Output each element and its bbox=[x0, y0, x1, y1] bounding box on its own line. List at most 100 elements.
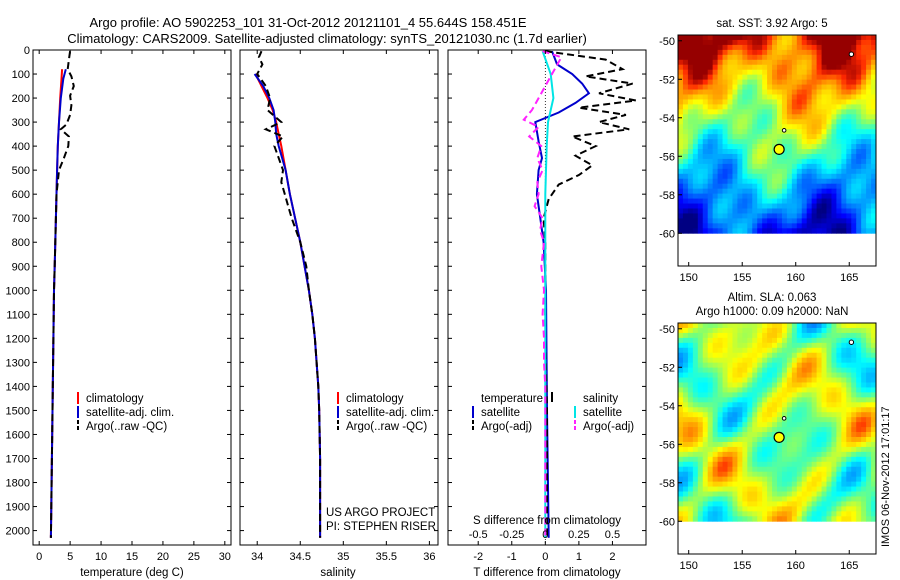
map-grid-cell bbox=[732, 134, 738, 140]
map-grid-cell bbox=[826, 59, 832, 66]
map-grid-cell bbox=[796, 129, 803, 135]
map-grid-cell bbox=[866, 163, 872, 170]
map-grid-cell bbox=[742, 491, 748, 497]
map-grid-cell bbox=[826, 84, 832, 90]
map-grid-cell bbox=[742, 352, 748, 359]
map-grid-cell bbox=[851, 377, 857, 383]
island-marker bbox=[848, 51, 855, 57]
map-grid-cell bbox=[846, 456, 852, 463]
map-grid-cell bbox=[752, 109, 758, 115]
map-grid-cell bbox=[796, 218, 803, 224]
map-grid-cell bbox=[781, 168, 788, 175]
map-grid-cell bbox=[831, 387, 837, 393]
map-grid-cell bbox=[856, 441, 862, 448]
y-tick-label: 1100 bbox=[6, 309, 30, 321]
map-grid-cell bbox=[841, 362, 847, 369]
map-grid-cell bbox=[702, 461, 709, 468]
map-grid-cell bbox=[831, 516, 837, 522]
map-grid-cell bbox=[856, 397, 862, 403]
map-grid-cell bbox=[831, 178, 837, 185]
map-grid-cell bbox=[846, 208, 852, 214]
map-grid-cell bbox=[717, 39, 723, 46]
map-grid-cell bbox=[791, 327, 798, 334]
map-grid-cell bbox=[707, 124, 714, 130]
map-grid-cell bbox=[692, 109, 699, 115]
map-grid-cell bbox=[717, 417, 723, 423]
map-grid-cell bbox=[777, 441, 783, 448]
map-grid-cell bbox=[816, 342, 822, 349]
map-grid-cell bbox=[697, 74, 704, 81]
map-grid-cell bbox=[831, 183, 837, 190]
map-grid-cell bbox=[767, 437, 773, 443]
map-grid-cell bbox=[781, 427, 788, 433]
map-grid-cell bbox=[722, 437, 728, 443]
map-grid-cell bbox=[747, 486, 753, 492]
map-grid-cell bbox=[762, 228, 768, 234]
map-grid-cell bbox=[722, 451, 728, 458]
map-grid-cell bbox=[752, 104, 758, 110]
map-grid-cell bbox=[851, 104, 857, 110]
map-grid-cell bbox=[821, 129, 827, 135]
map-grid-cell bbox=[702, 432, 709, 438]
map-grid-cell bbox=[732, 516, 738, 522]
map-grid-cell bbox=[811, 466, 817, 473]
map-grid-cell bbox=[811, 352, 817, 359]
sst-map-panel: sat. SST: 3.92 Argo: 5 150 155 160 165 -50-… bbox=[659, 18, 877, 284]
map-grid-cell bbox=[727, 461, 733, 468]
map-grid-cell bbox=[861, 392, 867, 398]
map-grid-cell bbox=[762, 39, 768, 46]
map-grid-cell bbox=[772, 79, 778, 85]
map-grid-cell bbox=[866, 427, 872, 433]
map-grid-cell bbox=[722, 332, 728, 339]
map-grid-cell bbox=[806, 407, 813, 413]
map-grid-cell bbox=[692, 417, 699, 423]
map-grid-cell bbox=[826, 506, 832, 512]
map-grid-cell bbox=[692, 163, 699, 170]
map-grid-cell bbox=[742, 109, 748, 115]
map-grid-cell bbox=[836, 149, 842, 155]
map-grid-cell bbox=[821, 362, 827, 369]
map-grid-cell bbox=[772, 327, 778, 334]
map-grid-cell bbox=[737, 422, 743, 428]
map-grid-cell bbox=[777, 153, 783, 160]
map-grid-cell bbox=[752, 342, 758, 349]
x-tick-label: 1 bbox=[576, 551, 582, 563]
map-grid-cell bbox=[821, 332, 827, 339]
map-grid-cell bbox=[722, 337, 728, 344]
map-grid-cell bbox=[767, 69, 773, 76]
map-grid-cell bbox=[816, 79, 822, 85]
map-grid-cell bbox=[712, 506, 718, 512]
map-grid-cell bbox=[767, 323, 773, 329]
map-grid-cell bbox=[826, 153, 832, 160]
map-grid-cell bbox=[861, 139, 867, 145]
map-grid-cell bbox=[757, 89, 763, 95]
map-grid-cell bbox=[707, 441, 714, 448]
map-grid-cell bbox=[717, 89, 723, 95]
map-grid-cell bbox=[682, 94, 689, 100]
map-grid-cell bbox=[786, 501, 793, 507]
map-grid-cell bbox=[856, 54, 862, 61]
map-grid-cell bbox=[687, 84, 694, 90]
map-grid-cell bbox=[806, 208, 813, 214]
map-grid-cell bbox=[831, 347, 837, 354]
map-grid-cell bbox=[811, 456, 817, 463]
map-grid-cell bbox=[687, 168, 694, 175]
map-grid-cell bbox=[816, 382, 822, 388]
map-grid-cell bbox=[747, 35, 753, 41]
map-grid-cell bbox=[861, 397, 867, 403]
map-grid-cell bbox=[806, 412, 813, 418]
map-grid-cell bbox=[727, 49, 733, 56]
difference-legend: temperature salinity satellite Argo(-adj… bbox=[472, 392, 634, 433]
map-grid-cell bbox=[747, 511, 753, 517]
map-grid-cell bbox=[727, 139, 733, 145]
map-grid-cell bbox=[777, 39, 783, 46]
map-grid-cell bbox=[732, 119, 738, 125]
map-grid-cell bbox=[697, 352, 704, 359]
map-grid-cell bbox=[796, 382, 803, 388]
map-grid-cell bbox=[826, 89, 832, 95]
map-grid-cell bbox=[747, 412, 753, 418]
map-grid-cell bbox=[682, 134, 689, 140]
map-grid-cell bbox=[856, 74, 862, 81]
map-grid-cell bbox=[826, 188, 832, 195]
map-grid-cell bbox=[851, 178, 857, 185]
